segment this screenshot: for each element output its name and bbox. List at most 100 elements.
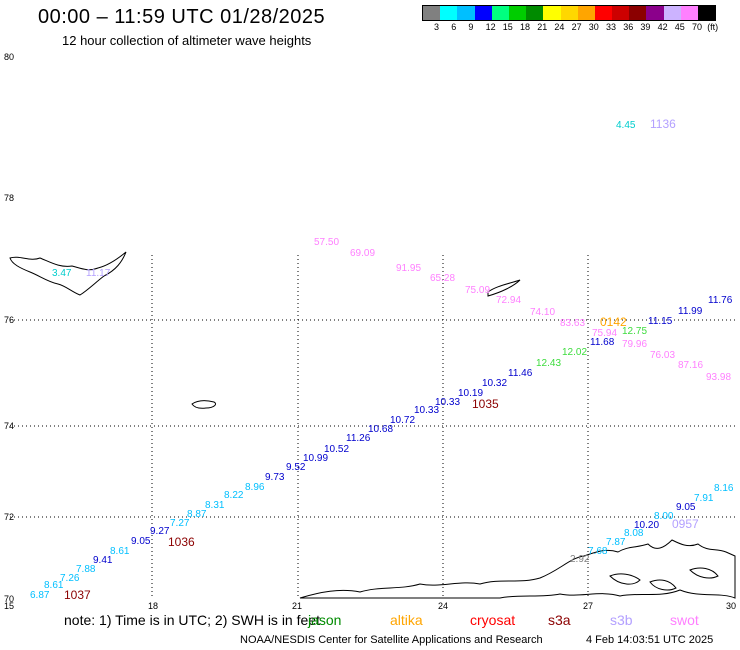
jason-swh-label: 9.05 xyxy=(131,536,151,547)
legend-swatch xyxy=(543,6,561,20)
y-tick-76: 76 xyxy=(4,315,14,325)
swot-swh-label: 75.94 xyxy=(592,328,617,339)
legend-swatch xyxy=(491,6,509,20)
legend-swatch xyxy=(646,6,664,20)
jason-swh-label: 9.73 xyxy=(265,472,285,483)
jason-swh-label: 8.31 xyxy=(205,500,225,511)
swot-swh-label: 12.75 xyxy=(622,326,647,337)
lower-swh-label: 10.20 xyxy=(634,520,659,531)
jason-swh-label: 10.52 xyxy=(324,444,349,455)
y-tick-78: 78 xyxy=(4,193,14,203)
legend-swatch xyxy=(680,6,698,20)
coastline-left-island xyxy=(9,251,127,296)
legend-tick: 30 xyxy=(588,22,599,32)
jason-swh-label: 9.41 xyxy=(93,555,113,566)
jason-swh-label: 12.43 xyxy=(536,358,561,369)
jason-swh-label: 10.33 xyxy=(435,397,460,408)
jason-time-label: 1036 xyxy=(168,535,195,549)
jason-swh-label: 11.46 xyxy=(508,368,533,379)
legend-tick: 21 xyxy=(537,22,548,32)
altika-time-label: 0142 xyxy=(600,315,627,329)
swot-swh-label: 57.50 xyxy=(314,237,339,248)
jason-swh-label: 8.96 xyxy=(245,482,265,493)
legend-tick: 45 xyxy=(674,22,685,32)
jason-swh-label: 11.68 xyxy=(590,337,615,348)
coastline-bottom-islands xyxy=(609,567,719,591)
jason-swh-label: 8.61 xyxy=(44,580,64,591)
legend-tick: 15 xyxy=(502,22,513,32)
footer-credit: NOAA/NESDIS Center for Satellite Applica… xyxy=(240,634,543,646)
wave-height-labels: 6.878.617.267.889.418.619.059.277.278.87… xyxy=(30,117,734,602)
legend-tick: 3 xyxy=(434,22,440,32)
swot-swh-label: 87.16 xyxy=(678,360,703,371)
jason-time-label: 1037 xyxy=(64,588,91,602)
legend-swatch xyxy=(560,6,578,20)
legend-swatch xyxy=(594,6,613,20)
coastlines xyxy=(9,251,736,599)
jason-swh-label: 6.87 xyxy=(30,590,50,601)
jason-swh-label: 10.19 xyxy=(458,388,483,399)
swot-swh-label: 65.28 xyxy=(430,273,455,284)
swot-swh-label: 91.95 xyxy=(396,263,421,274)
swot-swh-label: 83.63 xyxy=(560,318,585,329)
color-legend xyxy=(422,5,717,21)
x-tick-24: 24 xyxy=(438,601,448,611)
jason-swh-label: 9.27 xyxy=(150,526,170,537)
swot-swh-label: 72.94 xyxy=(496,295,521,306)
legend-unit: (ft) xyxy=(707,22,719,32)
legend-tick: 6 xyxy=(451,22,457,32)
swot-swh-label: 76.03 xyxy=(650,350,675,361)
lower-swh-label: 8.08 xyxy=(624,528,644,539)
jason-swh-label: 10.68 xyxy=(368,424,393,435)
swot-swh-label: 79.96 xyxy=(622,339,647,350)
left-swh-label: 3.47 xyxy=(52,268,72,279)
coastline-small-island xyxy=(191,400,217,409)
jason-swh-label: 7.88 xyxy=(76,564,96,575)
top-swh-label: 4.45 xyxy=(616,120,636,131)
satellite-swot: swot xyxy=(670,612,699,628)
jason-swh-label: 11.99 xyxy=(678,306,703,317)
satellite-altika: altika xyxy=(390,612,423,628)
lower-swh-label: 7.87 xyxy=(606,537,626,548)
legend-swatch xyxy=(663,6,681,20)
legend-swatch xyxy=(457,6,475,20)
satellite-jason: jason xyxy=(308,612,342,628)
footer-timestamp: 4 Feb 14:03:51 UTC 2025 xyxy=(586,634,714,646)
page-subtitle: 12 hour collection of altimeter wave hei… xyxy=(62,33,312,48)
s3b-time-label: 0957 xyxy=(672,517,699,531)
satellite-cryosat: cryosat xyxy=(470,612,516,628)
lower-swh-label: 2.92 xyxy=(570,554,590,565)
legend-tick: 42 xyxy=(657,22,668,32)
legend-swatch xyxy=(698,6,716,20)
swot-swh-label: 93.98 xyxy=(706,372,731,383)
x-tick-30: 30 xyxy=(726,601,736,611)
legend-swatch xyxy=(612,6,630,20)
x-tick-18: 18 xyxy=(148,601,158,611)
grid xyxy=(10,255,735,598)
legend-tick: 18 xyxy=(520,22,531,32)
swot-swh-label: 69.09 xyxy=(350,248,375,259)
jason-swh-label: 11.26 xyxy=(346,433,371,444)
jason-swh-label: 8.61 xyxy=(110,546,130,557)
lower-swh-label: 8.16 xyxy=(714,483,734,494)
legend-tick: 27 xyxy=(571,22,582,32)
y-tick-80: 80 xyxy=(4,52,14,62)
lower-swh-label: 9.05 xyxy=(676,502,696,513)
lower-swh-label: 7.68 xyxy=(588,546,608,557)
lower-swh-label: 7.91 xyxy=(694,493,714,504)
left-swh-label: 11.17 xyxy=(86,268,111,279)
jason-swh-label: 8.87 xyxy=(187,509,207,520)
x-tick-27: 27 xyxy=(583,601,593,611)
jason-swh-label: 12.02 xyxy=(562,347,587,358)
legend-tick: 33 xyxy=(606,22,617,32)
top-time-label: 1136 xyxy=(650,117,676,131)
legend-tick: 24 xyxy=(554,22,565,32)
legend-swatch xyxy=(423,6,441,20)
legend-swatch xyxy=(474,6,492,20)
jason-time-label: 1035 xyxy=(472,397,499,411)
jason-swh-label: 7.27 xyxy=(170,518,190,529)
legend-tick: 12 xyxy=(485,22,496,32)
y-tick-74: 74 xyxy=(4,421,14,431)
swot-swh-label: 75.09 xyxy=(465,285,490,296)
jason-swh-label: 11.15 xyxy=(648,316,673,327)
